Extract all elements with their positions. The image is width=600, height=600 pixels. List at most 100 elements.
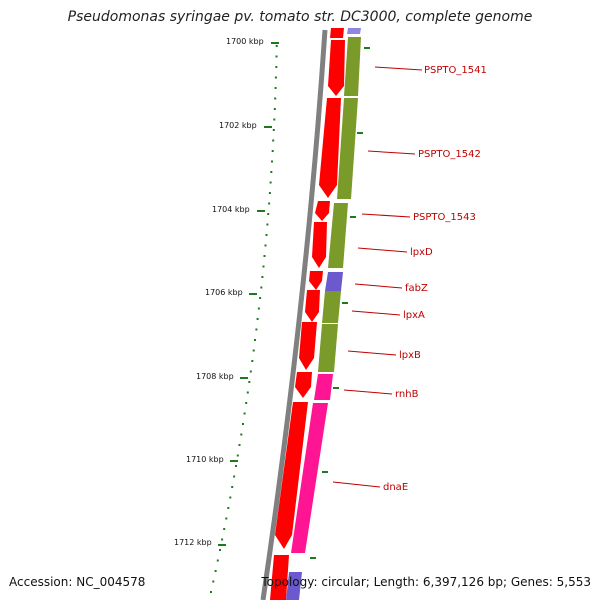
minor-tick	[256, 318, 259, 320]
gene-label-lpxb: lpxB	[347, 350, 421, 361]
minor-tick	[216, 559, 219, 562]
minor-tick	[264, 244, 267, 247]
scale-1704: 1704 kbp	[212, 205, 265, 214]
svg-text:1700 kbp: 1700 kbp	[226, 37, 264, 46]
gene-labels: PSPTO_1541 PSPTO_1542 PSPTO_1543 lpxD fa…	[332, 65, 487, 493]
cog-lpxa	[322, 291, 341, 323]
minor-tick	[259, 297, 262, 299]
cds-lpxa	[305, 290, 320, 322]
svg-text:1704 kbp: 1704 kbp	[212, 205, 250, 214]
gene-label-pspto-1541: PSPTO_1541	[374, 65, 487, 76]
minor-tick	[273, 118, 276, 121]
minor-tick	[268, 202, 271, 205]
minor-tick	[274, 87, 277, 89]
minor-tick	[261, 276, 264, 278]
cog-dnae	[291, 403, 328, 553]
forward-cds-track	[270, 40, 345, 600]
minor-tick	[262, 265, 265, 268]
cds-dnae	[275, 402, 308, 549]
minor-tick	[254, 339, 256, 341]
minor-tick	[242, 423, 244, 425]
minor-tick	[246, 391, 249, 394]
svg-text:dnaE: dnaE	[383, 482, 408, 493]
svg-text:1706 kbp: 1706 kbp	[205, 288, 243, 297]
minor-tick	[273, 108, 276, 110]
minor-tick	[223, 528, 226, 530]
cog-bottom	[286, 572, 302, 600]
svg-text:1702 kbp: 1702 kbp	[219, 121, 257, 130]
genome-backbone	[260, 29, 328, 600]
minor-tick	[260, 286, 263, 289]
svg-text:PSPTO_1542: PSPTO_1542	[418, 149, 481, 160]
minor-tick	[275, 55, 278, 58]
minor-tick	[268, 192, 271, 194]
minor-tick	[252, 349, 255, 352]
minor-tick	[227, 507, 230, 509]
scale-labels: 1700 kbp 1702 kbp 1704 kbp 1706 kbp 1708…	[174, 37, 279, 547]
minor-tick	[267, 213, 270, 215]
minor-tick	[272, 129, 275, 131]
scale-ticks	[210, 45, 278, 593]
accession-text: Accession: NC_004578	[9, 575, 146, 589]
minor-tick	[265, 234, 268, 236]
feature-top-red	[330, 28, 344, 38]
minor-tick	[275, 66, 278, 68]
minor-tick	[251, 360, 254, 362]
cds-rnhb	[295, 372, 312, 398]
minor-tick	[272, 139, 275, 142]
scale-1708: 1708 kbp	[196, 372, 248, 381]
gene-label-lpxa: lpxA	[351, 310, 425, 321]
genome-title: Pseudomonas syringae pv. tomato str. DC3…	[67, 9, 533, 25]
minor-tick	[271, 160, 273, 163]
minor-tick	[221, 538, 224, 541]
svg-text:rnhB: rnhB	[395, 389, 419, 400]
minor-tick	[249, 370, 252, 373]
topology-text: Topology: circular; Length: 6,397,126 bp…	[261, 575, 591, 589]
svg-text:lpxA: lpxA	[403, 310, 425, 321]
cds-bottom	[270, 555, 289, 600]
minor-tick	[271, 150, 274, 152]
minor-tick	[274, 97, 277, 100]
cds-lpxb	[299, 322, 317, 370]
minor-tick	[275, 45, 278, 47]
scale-1700: 1700 kbp	[226, 37, 279, 46]
svg-text:1708 kbp: 1708 kbp	[196, 372, 234, 381]
minor-tick	[214, 570, 217, 572]
gene-label-lpxd: lpxD	[357, 247, 433, 258]
scale-1712: 1712 kbp	[174, 538, 226, 547]
cog-lpxd	[328, 203, 348, 268]
cog-pspto-1541	[344, 37, 361, 96]
minor-tick	[229, 496, 232, 499]
cds-lpxd	[312, 222, 327, 268]
minor-tick	[236, 454, 239, 457]
cds-pspto-1543	[315, 201, 330, 221]
minor-tick	[274, 76, 277, 79]
gene-label-pspto-1543: PSPTO_1543	[361, 212, 476, 223]
gene-label-pspto-1542: PSPTO_1542	[367, 149, 481, 160]
gene-label-fabz: fabZ	[354, 283, 428, 294]
svg-text:fabZ: fabZ	[405, 283, 428, 294]
minor-tick	[225, 517, 228, 520]
svg-text:1710 kbp: 1710 kbp	[186, 455, 224, 464]
svg-text:lpxD: lpxD	[410, 247, 433, 258]
cog-pspto-1542	[337, 98, 358, 199]
minor-tick	[266, 223, 269, 226]
minor-tick	[270, 171, 273, 173]
gene-label-rnhb: rnhB	[343, 389, 419, 400]
cog-lpxb	[318, 324, 338, 372]
minor-tick	[269, 181, 272, 184]
minor-tick	[245, 402, 248, 404]
right-ticks	[310, 47, 370, 559]
minor-tick	[263, 255, 266, 257]
feature-top-blue	[347, 28, 361, 34]
cds-fabz	[309, 271, 323, 290]
gene-label-dnae: dnaE	[332, 481, 408, 493]
scale-1706: 1706 kbp	[205, 288, 257, 297]
scale-1702: 1702 kbp	[219, 121, 272, 130]
svg-text:lpxB: lpxB	[399, 350, 421, 361]
minor-tick	[248, 381, 251, 383]
svg-text:1712 kbp: 1712 kbp	[174, 538, 212, 547]
minor-tick	[219, 549, 221, 551]
minor-tick	[257, 307, 260, 310]
minor-tick	[238, 444, 241, 446]
